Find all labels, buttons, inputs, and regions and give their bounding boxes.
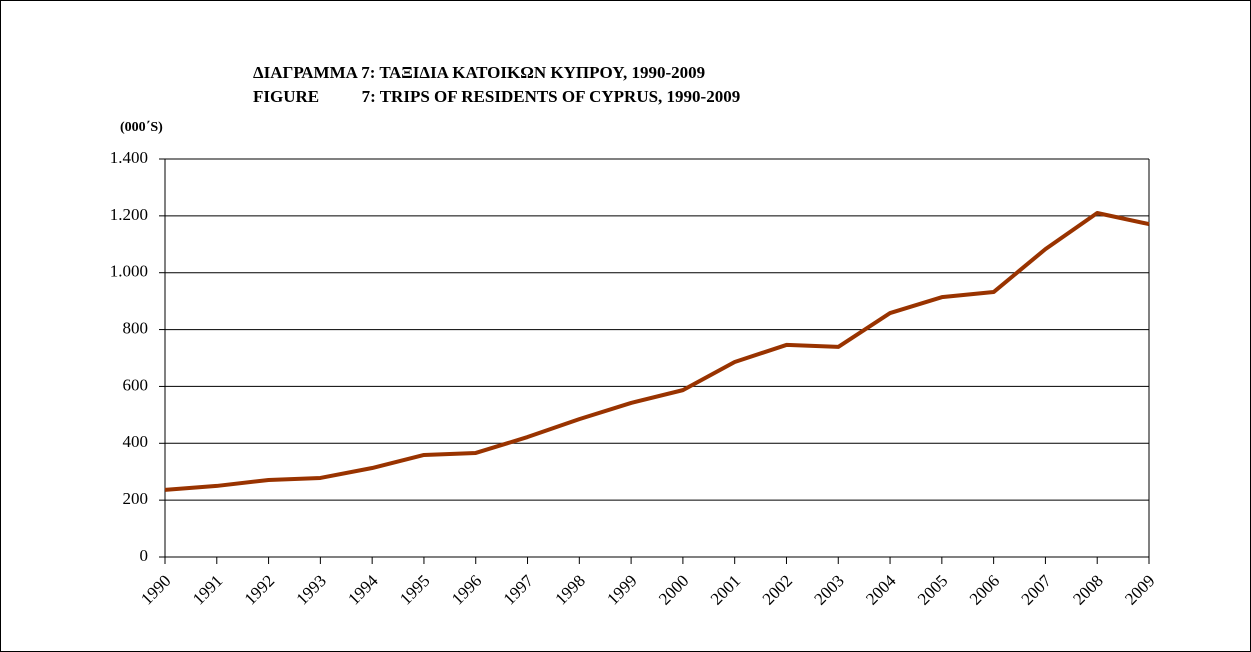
x-tick-label: 2000 [655, 571, 692, 608]
x-tick-label: 1995 [396, 571, 433, 608]
x-tick-label: 2009 [1121, 571, 1158, 608]
x-tick-label: 2003 [810, 571, 847, 608]
y-tick-label: 200 [123, 489, 149, 508]
x-tick-label: 2002 [759, 571, 796, 608]
y-tick-label: 600 [123, 375, 149, 394]
y-axis-label: (000΄S) [120, 120, 163, 135]
x-tick-label: 2005 [914, 571, 951, 608]
x-tick-label: 2006 [966, 571, 1003, 608]
y-tick-label: 1.400 [110, 148, 148, 167]
y-tick-label: 800 [123, 318, 149, 337]
chart-subtitle: FIGURE 7: TRIPS OF RESIDENTS OF CYPRUS, … [253, 87, 740, 106]
x-tick-label: 1992 [241, 571, 278, 608]
y-tick-label: 1.000 [110, 262, 148, 281]
x-tick-label: 2001 [707, 571, 744, 608]
line-series [164, 211, 1150, 492]
x-tick-label: 1998 [551, 571, 588, 608]
x-tick-label: 2008 [1069, 571, 1106, 608]
x-tick-label: 1991 [189, 571, 226, 608]
y-tick-label: 400 [123, 432, 149, 451]
x-tick-label: 1999 [603, 571, 640, 608]
x-tick-label: 1993 [292, 571, 329, 608]
x-tick-label: 2007 [1018, 571, 1056, 609]
y-tick-label: 1.200 [110, 205, 148, 224]
x-tick-label: 1996 [448, 571, 485, 608]
y-tick-label: 0 [140, 546, 149, 565]
x-tick-label: 1990 [137, 571, 174, 608]
chart-title: ΔΙΑΓΡΑΜΜΑ 7: ΤΑΞΙΔΙΑ ΚΑΤΟΙΚΩΝ ΚΥΠΡΟΥ, 19… [253, 63, 705, 82]
x-tick-label: 2004 [862, 571, 900, 609]
x-tick-label: 1994 [344, 571, 382, 609]
x-tick-label: 1997 [500, 571, 538, 609]
